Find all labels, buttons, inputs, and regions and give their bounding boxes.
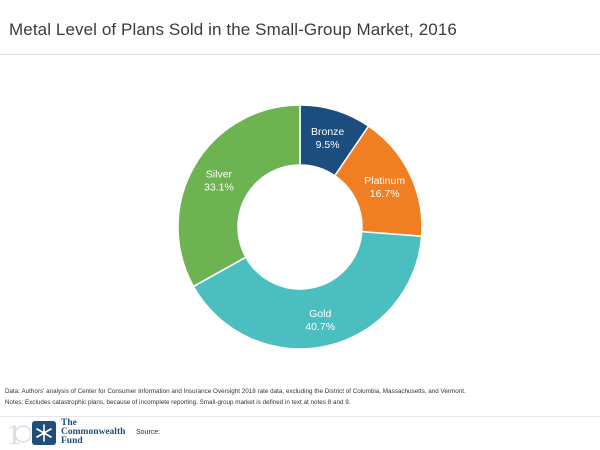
slice-label-platinum: Platinum [364,175,405,187]
slice-value-bronze: 9.5% [316,139,340,151]
notes-note: Notes: Excludes catastrophic plans, beca… [5,399,351,406]
slice-value-platinum: 16.7% [370,188,400,200]
brand-line-2: Commonwealth [61,427,126,437]
slice-label-gold: Gold [309,308,331,320]
slice-value-silver: 33.1% [204,181,234,193]
title-divider [0,54,600,55]
brand-logo-text: The Commonwealth Fund [61,418,126,446]
slice-label-silver: Silver [206,168,233,180]
data-note: Data: Authors' analysis of Center for Co… [5,388,466,395]
brand-line-3: Fund [61,436,83,446]
anniversary-icon: 1 [7,420,31,448]
footer: 1 The Commonwealth Fund Source: [0,416,600,450]
source-label: Source: [136,429,161,436]
slice-label-bronze: Bronze [311,126,344,138]
slice-value-gold: 40.7% [305,321,335,333]
snowflake-logo-icon [32,421,56,445]
svg-text:1: 1 [7,420,21,448]
footer-divider [0,416,600,417]
chart-title: Metal Level of Plans Sold in the Small-G… [9,20,457,39]
chart-notes: Data: Authors' analysis of Center for Co… [5,386,595,408]
slice-silver [177,104,301,288]
donut-slices [177,104,423,350]
slice-gold [192,230,423,350]
brand-line-1: The [61,418,77,428]
